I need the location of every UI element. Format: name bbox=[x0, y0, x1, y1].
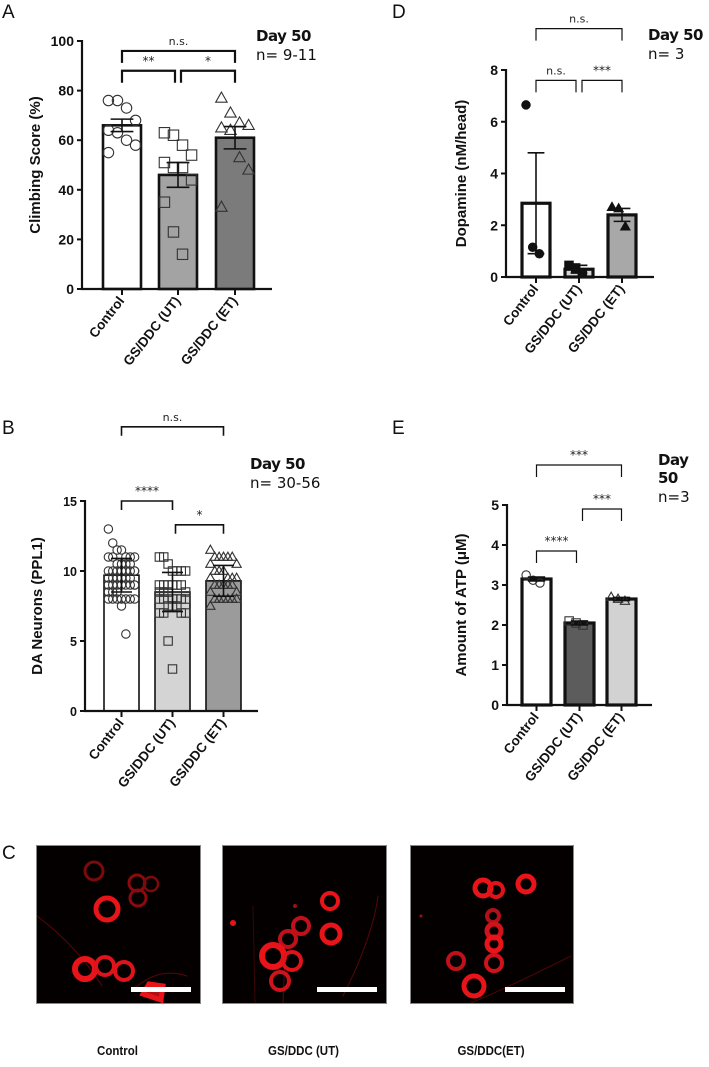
y-tick-label: 100 bbox=[51, 33, 75, 49]
annotation-b: Day 50 n= 30-56 bbox=[250, 455, 320, 492]
significance-bracket bbox=[174, 524, 225, 534]
y-tick-label: 5 bbox=[491, 497, 499, 513]
x-tick-label: Control bbox=[86, 294, 127, 341]
significance-label: *** bbox=[593, 492, 611, 506]
y-tick-label: 10 bbox=[63, 565, 77, 579]
day-label: Day 50 bbox=[648, 26, 704, 44]
y-tick-label: 5 bbox=[70, 635, 77, 649]
y-tick-label: 0 bbox=[70, 705, 77, 719]
x-tick-label: Control bbox=[500, 710, 541, 757]
significance-bracket bbox=[535, 550, 578, 563]
significance-bracket bbox=[581, 508, 623, 521]
x-tick-label: Control bbox=[500, 282, 541, 329]
y-axis-label: Climbing Score (%) bbox=[27, 96, 44, 234]
annotation-e: Day 50 n=3 bbox=[658, 451, 709, 506]
significance-label: **** bbox=[135, 484, 159, 498]
day-label: Day 50 bbox=[658, 451, 689, 487]
y-tick-label: 3 bbox=[491, 577, 499, 593]
n-label: n= 30-56 bbox=[250, 474, 321, 492]
x-tick-label: Control bbox=[85, 716, 126, 763]
y-tick-label: 2 bbox=[490, 217, 498, 233]
micrograph-gs-ddc-et bbox=[410, 845, 574, 1004]
significance-bracket bbox=[535, 28, 623, 41]
day-label: Day 50 bbox=[250, 455, 306, 473]
y-tick-label: 4 bbox=[490, 166, 498, 182]
x-tick-label: GS/DDC (UT) bbox=[120, 294, 183, 369]
significance-label: n.s. bbox=[169, 35, 189, 48]
y-tick-label: 80 bbox=[58, 83, 74, 99]
y-tick-label: 15 bbox=[63, 495, 77, 509]
y-tick-label: 2 bbox=[491, 617, 499, 633]
bar-0 bbox=[520, 577, 553, 707]
micrograph-label-gs-ddc-ut: GS/DDC (UT) bbox=[268, 1044, 339, 1058]
day-label: Day 50 bbox=[256, 27, 311, 45]
n-label: n= 3 bbox=[648, 45, 685, 63]
significance-label: *** bbox=[570, 448, 588, 462]
significance-bracket bbox=[120, 426, 225, 436]
panel-letter-c: C bbox=[2, 843, 16, 864]
y-tick-label: 0 bbox=[66, 281, 74, 297]
micrograph-label-gs-ddc-et: GS/DDC(ET) bbox=[457, 1044, 525, 1058]
significance-label: n.s. bbox=[163, 411, 183, 424]
micrograph-gs-ddc-ut bbox=[222, 845, 387, 1004]
y-tick-label: 6 bbox=[490, 114, 498, 130]
bar-1 bbox=[563, 621, 596, 707]
annotation-d: Day 50 n= 3 bbox=[648, 26, 704, 63]
y-axis-label: DA Neurons (PPL1) bbox=[29, 537, 46, 675]
significance-label: ** bbox=[143, 54, 155, 68]
neuron-stain-image bbox=[37, 860, 191, 1003]
significance-bracket bbox=[581, 79, 623, 93]
significance-label: n.s. bbox=[546, 64, 566, 77]
n-label: n=3 bbox=[658, 488, 690, 506]
significance-bracket bbox=[535, 464, 623, 477]
y-axis-label: Dopamine (nM/head) bbox=[453, 100, 470, 248]
bar-0 bbox=[101, 124, 143, 291]
significance-label: **** bbox=[545, 534, 569, 548]
y-tick-label: 8 bbox=[490, 62, 498, 78]
micrograph-label-control: Control bbox=[97, 1044, 138, 1058]
annotation-a: Day 50 n= 9-11 bbox=[256, 27, 317, 64]
significance-label: * bbox=[197, 508, 203, 522]
significance-label: *** bbox=[593, 63, 611, 77]
y-tick-label: 60 bbox=[58, 132, 74, 148]
y-tick-label: 1 bbox=[491, 657, 499, 673]
panel-letter-e: E bbox=[392, 418, 405, 439]
panel-letter-a: A bbox=[2, 2, 15, 23]
significance-bracket bbox=[535, 79, 577, 93]
neuron-stain-image bbox=[419, 873, 572, 1003]
y-axis-label: Amount of ATP (μM) bbox=[453, 533, 470, 676]
significance-bracket bbox=[179, 69, 237, 83]
bar-1 bbox=[157, 173, 199, 291]
y-tick-label: 20 bbox=[58, 231, 74, 247]
x-tick-label: GS/DDC (ET) bbox=[178, 294, 241, 368]
panel-letter-b: B bbox=[2, 418, 15, 439]
bar-2 bbox=[605, 597, 638, 707]
significance-label: n.s. bbox=[569, 13, 589, 26]
panel-letter-d: D bbox=[392, 2, 406, 23]
micrograph-control bbox=[36, 845, 201, 1004]
significance-bracket bbox=[120, 49, 237, 63]
neuron-stain-image bbox=[230, 891, 379, 1003]
significance-label: * bbox=[205, 54, 211, 68]
n-label: n= 9-11 bbox=[256, 46, 317, 64]
y-tick-label: 4 bbox=[491, 537, 499, 553]
y-tick-label: 40 bbox=[58, 182, 74, 198]
bar-2 bbox=[606, 213, 638, 279]
y-tick-label: 0 bbox=[490, 269, 498, 285]
y-tick-label: 0 bbox=[491, 697, 499, 713]
significance-bracket bbox=[120, 500, 174, 510]
significance-bracket bbox=[120, 69, 177, 83]
